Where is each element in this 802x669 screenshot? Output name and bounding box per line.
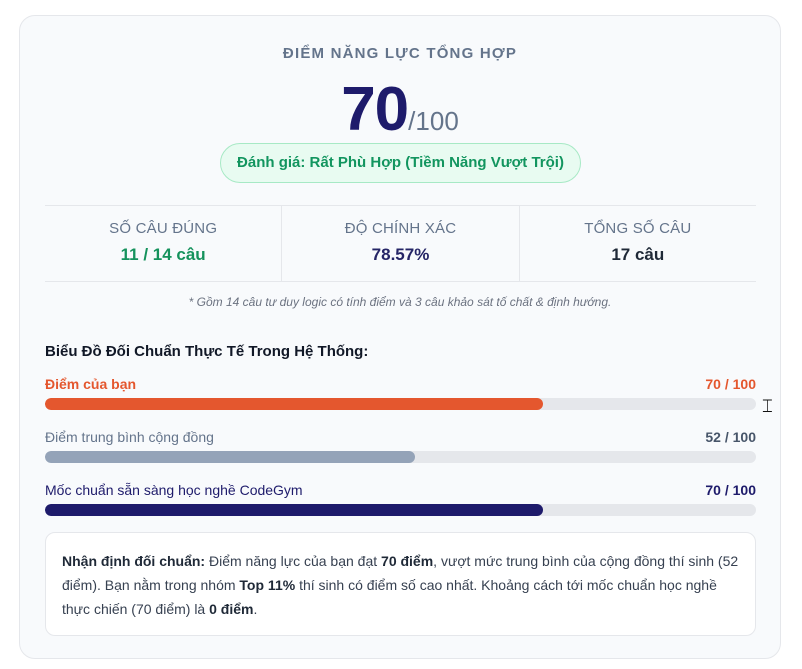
insight-text: thí sinh có điểm số cao nhất. Khoảng các…	[62, 577, 717, 617]
result-card: ĐIỂM NĂNG LỰC TỔNG HỢP 70/100 Đánh giá: …	[19, 15, 781, 659]
bar-value: 70 / 100	[705, 482, 756, 498]
insight-box: Nhận định đối chuẩn: Điểm năng lực của b…	[45, 532, 756, 636]
bar-label: Điểm trung bình cộng đồng	[45, 429, 214, 445]
stat-label: SỐ CÂU ĐÚNG	[109, 220, 218, 237]
score-title: ĐIỂM NĂNG LỰC TỔNG HỢP	[282, 45, 518, 62]
insight-bold: 70 điểm	[381, 553, 434, 569]
insight-text: Điểm năng lực của bạn đạt	[205, 553, 382, 569]
insight-bold: Top 11%	[239, 577, 296, 593]
bar-fill	[45, 398, 543, 410]
stats-row: SỐ CÂU ĐÚNG 11 / 14 câu ĐỘ CHÍNH XÁC 78.…	[45, 205, 756, 282]
bar-value: 52 / 100	[705, 429, 756, 445]
bar-community-average: Điểm trung bình cộng đồng 52 / 100	[45, 429, 756, 465]
bar-codegym-benchmark: Mốc chuẩn sẵn sàng học nghề CodeGym 70 /…	[45, 482, 756, 518]
insight-bold: 0 điểm	[209, 601, 254, 617]
bar-label: Mốc chuẩn sẵn sàng học nghề CodeGym	[45, 482, 303, 498]
stat-value: 11 / 14 câu	[120, 245, 206, 264]
bar-label: Điểm của bạn	[45, 376, 137, 392]
insight-text: .	[253, 601, 258, 617]
bar-fill	[45, 451, 415, 463]
insight-text: , vượt mức trung bình của cộng đồng thí …	[62, 553, 739, 593]
stat-correct: SỐ CÂU ĐÚNG 11 / 14 câu	[45, 206, 281, 281]
score-max: /100	[408, 106, 459, 136]
bar-track	[45, 451, 756, 463]
stat-value: 17 câu	[611, 245, 665, 264]
stat-accuracy: ĐỘ CHÍNH XÁC 78.57%	[281, 206, 518, 281]
bar-track	[45, 504, 756, 516]
text-cursor-icon: ⌶	[762, 396, 773, 417]
score-display: 70/100	[20, 74, 780, 145]
bar-fill	[45, 504, 543, 516]
rating-badge: Đánh giá: Rất Phù Hợp (Tiềm Năng Vượt Tr…	[220, 143, 581, 183]
bar-track	[45, 398, 756, 410]
stat-total: TỔNG SỐ CÂU 17 câu	[518, 206, 756, 281]
stat-label: TỔNG SỐ CÂU	[584, 220, 692, 237]
score-value: 70	[341, 75, 409, 144]
bar-value: 70 / 100	[705, 376, 756, 392]
bar-your-score: Điểm của bạn 70 / 100	[45, 376, 756, 412]
stat-value: 78.57%	[371, 245, 430, 264]
benchmark-title: Biểu Đồ Đối Chuẩn Thực Tế Trong Hệ Thống…	[45, 343, 369, 360]
insight-lead: Nhận định đối chuẩn:	[62, 553, 206, 569]
footnote: * Gồm 14 câu tư duy logic có tính điểm v…	[188, 295, 612, 309]
stat-label: ĐỘ CHÍNH XÁC	[344, 220, 457, 237]
